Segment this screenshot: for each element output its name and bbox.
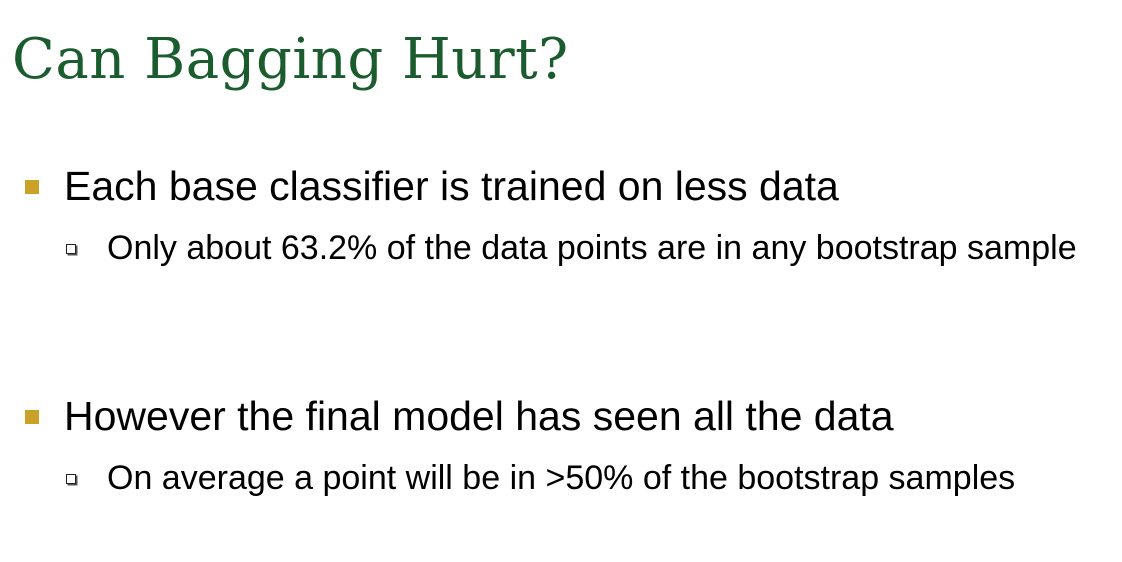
sub-bullet-text: On average a point will be in >50% of th… — [107, 459, 1016, 497]
bullet-text: Each base classifier is trained on less … — [64, 163, 839, 209]
hollow-square-bullet-icon — [66, 474, 76, 484]
square-bullet-icon — [25, 180, 39, 194]
bullet-text: However the final model has seen all the… — [64, 393, 894, 439]
hollow-square-bullet-icon — [66, 244, 76, 254]
square-bullet-icon — [25, 410, 39, 424]
sub-bullet-text: Only about 63.2% of the data points are … — [107, 229, 1077, 267]
slide-title: Can Bagging Hurt? — [12, 27, 569, 92]
